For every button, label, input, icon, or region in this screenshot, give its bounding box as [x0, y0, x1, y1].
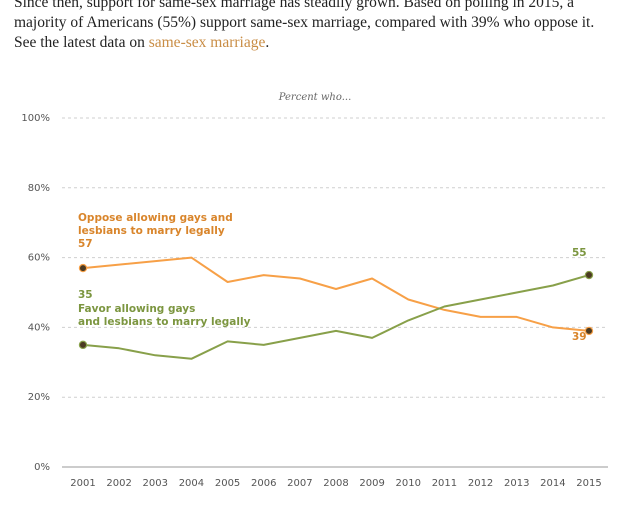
x-tick-label: 2015: [576, 478, 601, 489]
same-sex-marriage-link[interactable]: same-sex marriage: [148, 34, 266, 51]
favor-series-label: Favor allowing gays and lesbians to marr…: [78, 303, 251, 328]
favor-series-line: [82, 274, 590, 360]
oppose-series-label: Oppose allowing gays and lesbians to mar…: [78, 212, 236, 237]
favor-label-line1: Favor allowing gays: [78, 303, 195, 315]
oppose-start-point: [78, 263, 88, 273]
y-tick-label: 100%: [21, 113, 50, 124]
x-tick-label: 2006: [251, 478, 276, 489]
y-tick-label: 0%: [34, 462, 50, 473]
x-tick-label: 2013: [504, 478, 529, 489]
oppose-end-value: 39: [572, 331, 587, 343]
x-tick-label: 2003: [143, 478, 168, 489]
favor-start-value: 35: [78, 289, 93, 301]
gridlines: [62, 117, 608, 468]
favor-end-value: 55: [572, 247, 587, 259]
y-tick-label: 80%: [28, 183, 50, 194]
x-tick-label: 2002: [106, 478, 131, 489]
endpoint-markers: [78, 263, 594, 350]
oppose-label-line2: lesbians to marry legally: [78, 225, 225, 237]
intro-text: Since then, support for same-sex marriag…: [14, 0, 595, 51]
oppose-series-line: [82, 256, 590, 332]
series-lines: [82, 256, 590, 360]
chart-subtitle: Percent who...: [278, 92, 352, 103]
intro-paragraph: Since then, support for same-sex marriag…: [14, 0, 619, 53]
intro-text-end: .: [265, 34, 270, 51]
x-tick-label: 2007: [287, 478, 312, 489]
favor-label-line2: and lesbians to marry legally: [78, 316, 251, 328]
x-tick-label: 2010: [396, 478, 421, 489]
favor-end-point: [584, 270, 594, 280]
y-axis-ticks: 0% 20% 40% 60% 80% 100%: [21, 113, 50, 473]
x-axis-ticks: 2001 2002 2003 2004 2005 2006 2007 2008 2009 2010…: [70, 478, 601, 489]
favor-start-point: [78, 340, 88, 350]
x-tick-label: 2011: [432, 478, 457, 489]
oppose-label-line1: Oppose allowing gays and: [78, 212, 233, 224]
x-tick-label: 2005: [215, 478, 240, 489]
y-tick-label: 40%: [28, 322, 50, 333]
x-tick-label: 2008: [323, 478, 348, 489]
x-tick-label: 2014: [540, 478, 565, 489]
x-tick-label: 2004: [179, 478, 204, 489]
x-tick-label: 2009: [359, 478, 384, 489]
y-tick-label: 60%: [28, 253, 50, 264]
oppose-end-point: [584, 326, 594, 336]
y-tick-label: 20%: [28, 392, 50, 403]
oppose-start-value: 57: [78, 238, 93, 250]
x-tick-label: 2001: [70, 478, 95, 489]
x-tick-label: 2012: [468, 478, 493, 489]
